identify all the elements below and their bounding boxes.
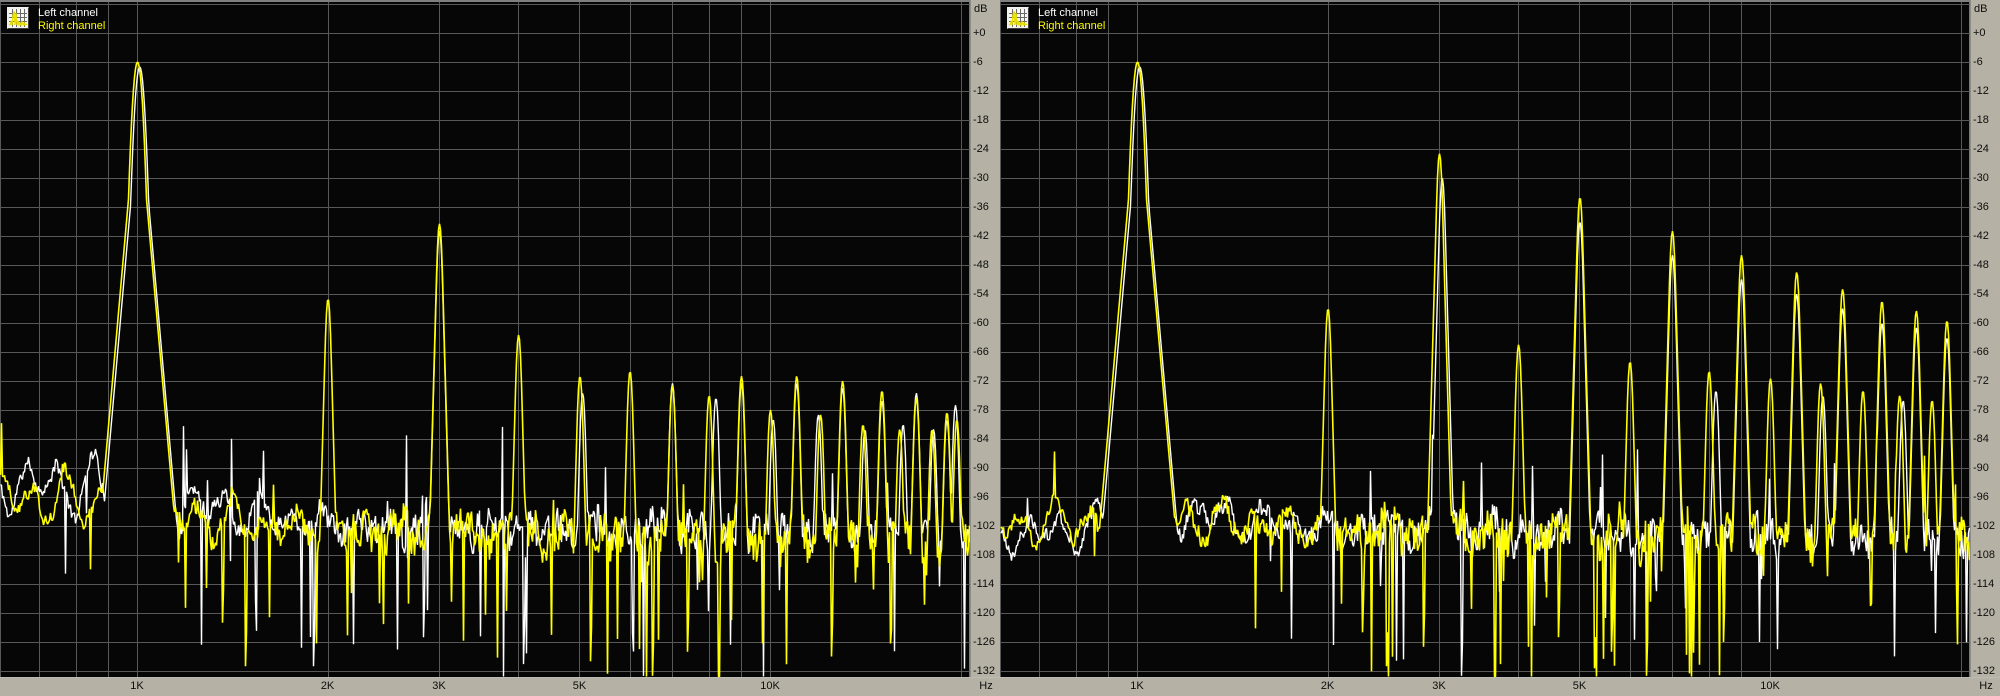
db-tick-label: -102	[1973, 520, 1996, 532]
hz-unit-label: Hz	[1979, 680, 1993, 692]
legend: Left channel Right channel	[7, 7, 105, 33]
freq-tick-label: 2K	[320, 680, 335, 692]
db-tick-label: -96	[973, 491, 989, 503]
db-tick-label: -30	[973, 172, 989, 184]
db-tick-label: -60	[1973, 317, 1989, 329]
db-tick-label: -72	[1973, 375, 1989, 387]
db-tick-label: -120	[1973, 607, 1996, 619]
db-tick-label: -18	[1973, 114, 1989, 126]
legend-left-channel: Left channel	[1038, 7, 1098, 19]
db-tick-label: -84	[1973, 433, 1989, 445]
mini-spectrum-icon[interactable]	[1007, 7, 1029, 29]
mini-spectrum-glyph	[1009, 9, 1027, 27]
db-tick-label: +0	[1973, 27, 1986, 39]
db-tick-label: -12	[1973, 85, 1989, 97]
db-tick-label: -24	[973, 143, 989, 155]
db-tick-label: -132	[973, 665, 996, 677]
legend-right-channel: Right channel	[1038, 20, 1106, 32]
db-tick-label: -102	[973, 520, 996, 532]
db-tick-label: -48	[973, 259, 989, 271]
db-tick-label: -66	[973, 346, 989, 358]
mini-spectrum-glyph	[9, 9, 27, 27]
db-tick-label: -72	[973, 375, 989, 387]
db-tick-label: -90	[1973, 462, 1989, 474]
freq-tick-label: 3K	[432, 680, 446, 692]
db-tick-label: -78	[1973, 404, 1989, 416]
db-tick-label: -78	[973, 404, 989, 416]
db-tick-label: -60	[973, 317, 989, 329]
db-scale: dB +0 -6 -12 -18 -24 -30 -36 -42 -48 -54 -60 -66 -72 -…	[1970, 0, 2000, 677]
db-tick-label: -30	[1973, 172, 1989, 184]
db-tick-label: -120	[973, 607, 996, 619]
legend-right-channel: Right channel	[38, 20, 106, 32]
db-tick-label: -54	[973, 288, 989, 300]
legend-labels: Left channel Right channel	[38, 7, 105, 33]
spectrum-plot	[1000, 0, 1970, 677]
db-tick-label: -36	[1973, 201, 1989, 213]
db-tick-label: -48	[1973, 259, 1989, 271]
db-tick-label: -12	[973, 85, 989, 97]
db-tick-label: -126	[1973, 636, 1996, 648]
db-scale: dB +0 -6 -12 -18 -24 -30 -36 -42 -48 -54 -60 -66 -72 -…	[970, 0, 1000, 677]
frequency-scale: 1K 2K 3K 5K 10K Hz	[0, 677, 1000, 696]
db-tick-label: -42	[973, 230, 989, 242]
freq-tick-label: 5K	[572, 680, 587, 692]
spectrum-panel-right: Left channel Right channel dB +0 -6 -12 -18 -…	[1000, 0, 2000, 696]
frequency-scale: 1K 2K 3K 5K 10K Hz	[1000, 677, 2000, 696]
freq-tick-label: 1K	[130, 680, 144, 692]
db-tick-label: -126	[973, 636, 996, 648]
db-tick-label: -84	[973, 433, 989, 445]
db-tick-label: +0	[973, 27, 986, 39]
db-tick-label: -114	[1973, 578, 1995, 590]
db-tick-label: -108	[1973, 549, 1996, 561]
db-tick-label: -90	[973, 462, 989, 474]
legend-left-channel: Left channel	[38, 7, 98, 19]
right-channel-trace	[0, 61, 970, 677]
db-tick-label: -6	[973, 56, 983, 68]
db-tick-label: -96	[1973, 491, 1989, 503]
db-tick-label: -18	[973, 114, 989, 126]
db-tick-label: -24	[1973, 143, 1989, 155]
freq-tick-label: 10K	[760, 680, 780, 692]
mini-spectrum-icon[interactable]	[7, 7, 29, 29]
spectrum-plot	[0, 0, 970, 677]
db-tick-label: -6	[1973, 56, 1983, 68]
right-channel-trace	[1000, 61, 1970, 677]
spectrum-panel-left: Left channel Right channel dB +0 -6 -12 -18 -…	[0, 0, 1000, 696]
hz-unit-label: Hz	[979, 680, 993, 692]
db-tick-label: -42	[1973, 230, 1989, 242]
db-tick-label: -36	[973, 201, 989, 213]
db-unit-label: dB	[1974, 3, 1988, 15]
db-tick-label: -132	[1973, 665, 1996, 677]
freq-tick-label: 3K	[1432, 680, 1446, 692]
plot-background	[1000, 0, 1970, 677]
db-tick-label: -66	[1973, 346, 1989, 358]
freq-tick-label: 5K	[1572, 680, 1587, 692]
plot-top-border	[0, 0, 970, 2]
db-tick-label: -54	[1973, 288, 1989, 300]
freq-tick-label: 10K	[1760, 680, 1780, 692]
freq-tick-label: 1K	[1130, 680, 1144, 692]
db-tick-label: -108	[973, 549, 996, 561]
legend-labels: Left channel Right channel	[1038, 7, 1105, 33]
freq-tick-label: 2K	[1320, 680, 1335, 692]
plot-top-border	[1000, 0, 1970, 2]
db-unit-label: dB	[974, 3, 988, 15]
grid	[1000, 0, 1970, 677]
legend: Left channel Right channel	[1007, 7, 1105, 33]
db-tick-label: -114	[973, 578, 995, 590]
